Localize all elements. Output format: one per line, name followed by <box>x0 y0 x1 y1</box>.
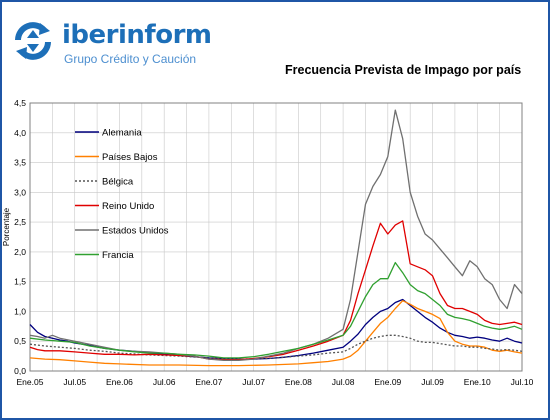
series-line-bélgica <box>29 334 523 360</box>
legend-label: Países Bajos <box>102 152 158 163</box>
series-line-francia <box>29 261 523 359</box>
y-tick-label: 2,0 <box>14 247 26 257</box>
y-tick-label: 1,0 <box>14 306 26 316</box>
y-tick-label: 4,5 <box>14 98 26 108</box>
y-tick-label: 1,5 <box>14 277 26 287</box>
y-tick-label: 0,5 <box>14 336 26 346</box>
y-axis-label: Porcentaje <box>2 207 11 246</box>
legend-label: Bélgica <box>102 177 134 188</box>
legend-label: Estados Unidos <box>102 226 169 237</box>
y-tick-label: 3,0 <box>14 187 26 197</box>
legend-label: Francia <box>102 250 134 261</box>
logo-wordmark-prefix: iber <box>62 20 118 50</box>
x-tick-label: Ene.07 <box>195 377 222 387</box>
y-tick-label: 0,0 <box>14 366 26 376</box>
chart-title: Frecuencia Prevista de Impago por país <box>285 63 522 77</box>
x-tick-label: Ene.05 <box>17 377 44 387</box>
x-tick-label: Jul.07 <box>242 377 265 387</box>
logo-wordmark-suffix: inform <box>117 20 212 50</box>
series-line-países-bajos <box>29 300 523 367</box>
logo-tagline: Grupo Crédito y Caución <box>64 52 197 66</box>
logo-wordmark: iberinform <box>62 20 212 50</box>
x-tick-label: Jul.06 <box>153 377 176 387</box>
plot-border <box>29 102 523 372</box>
logo <box>10 18 310 68</box>
y-tick-label: 3,5 <box>14 158 26 168</box>
x-axis-ticks: Ene.05 Jul.05 Ene.06 Jul.06 Ene.07 Jul.07 Ene.… <box>17 377 534 387</box>
y-axis-ticks: 0,0 0,5 1,0 1,5 2,0 2,5 3,0 3,5 4,0 4,5 <box>14 98 26 376</box>
x-tick-label: Jul.08 <box>332 377 355 387</box>
circular-arrows-icon <box>15 22 51 60</box>
x-tick-label: Jul.09 <box>421 377 444 387</box>
x-tick-label: Ene.10 <box>464 377 491 387</box>
y-tick-label: 2,5 <box>14 217 26 227</box>
x-tick-label: Ene.08 <box>285 377 312 387</box>
x-tick-label: Ene.09 <box>374 377 401 387</box>
x-tick-label: Jul.10 <box>511 377 534 387</box>
y-tick-label: 4,0 <box>14 128 26 138</box>
legend: Alemania Países Bajos Bélgica Reino Unido Es… <box>75 128 169 261</box>
x-tick-label: Jul.05 <box>63 377 86 387</box>
series-lines <box>29 109 523 367</box>
legend-label: Alemania <box>102 128 142 139</box>
x-tick-label: Ene.06 <box>106 377 133 387</box>
gridlines <box>29 102 523 372</box>
series-line-reino-unido <box>29 220 523 361</box>
legend-label: Reino Unido <box>102 201 154 212</box>
